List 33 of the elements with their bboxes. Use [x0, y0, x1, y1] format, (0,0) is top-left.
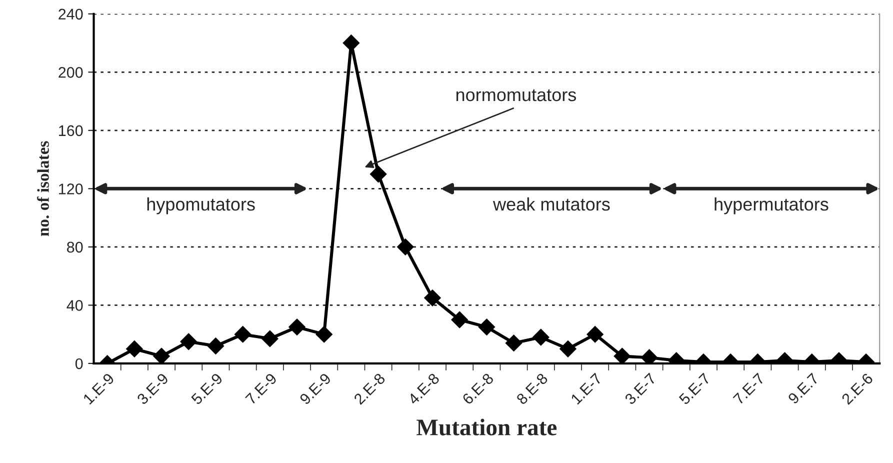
point: [207, 338, 224, 354]
point: [640, 349, 658, 364]
x-axis-title: Mutation rate: [416, 418, 557, 436]
point: [424, 290, 441, 306]
point: [586, 326, 604, 343]
annotation: normomutators: [456, 89, 576, 102]
annotation: hypermutators: [714, 197, 828, 214]
y-axis-title: no. of isolates: [37, 141, 49, 236]
point: [397, 238, 414, 256]
y-tick-label: 120: [59, 184, 83, 194]
point: [180, 333, 197, 350]
point: [316, 326, 332, 343]
y-tick-label: 80: [67, 242, 83, 253]
point: [370, 166, 387, 182]
point: [560, 340, 576, 358]
point: [451, 311, 468, 328]
annotation: weak mutators: [492, 197, 610, 211]
point: [532, 328, 550, 346]
point: [614, 348, 631, 364]
y-tick-label: 40: [66, 300, 83, 311]
y-tick-label: 0: [75, 358, 83, 370]
annotation: hypomutators: [147, 197, 255, 214]
y-tick-label: 160: [59, 125, 83, 136]
point: [234, 326, 252, 343]
point: [153, 348, 170, 364]
point: [288, 318, 306, 336]
point: [505, 334, 522, 352]
point: [342, 34, 360, 52]
point: [262, 330, 278, 348]
y-tick-label: 240: [58, 8, 83, 20]
point: [126, 340, 143, 358]
point: [478, 318, 496, 336]
y-tick-label: 200: [58, 67, 83, 78]
